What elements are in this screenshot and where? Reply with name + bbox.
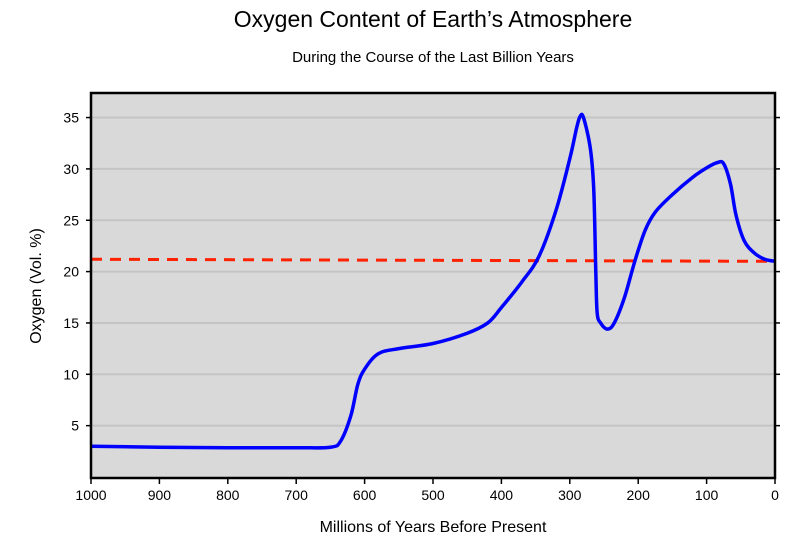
y-tick-label: 20 — [63, 264, 79, 280]
x-tick-label: 0 — [771, 487, 779, 503]
y-axis-label: Oxygen (Vol. %) — [28, 228, 45, 344]
x-tick-label: 800 — [216, 487, 240, 503]
plot-area — [91, 93, 775, 478]
y-tick-label: 10 — [63, 366, 79, 382]
x-tick-label: 100 — [695, 487, 719, 503]
x-tick-label: 200 — [627, 487, 651, 503]
chart-title: Oxygen Content of Earth’s Atmosphere — [234, 6, 632, 32]
x-tick-label: 400 — [490, 487, 514, 503]
y-tick-label: 30 — [63, 161, 79, 177]
x-tick-label: 700 — [285, 487, 309, 503]
y-tick-label: 5 — [71, 418, 79, 434]
x-axis-label: Millions of Years Before Present — [320, 519, 547, 536]
x-tick-label: 500 — [421, 487, 445, 503]
chart-subtitle: During the Course of the Last Billion Ye… — [292, 49, 574, 66]
x-tick-label: 900 — [148, 487, 172, 503]
x-tick-label: 600 — [353, 487, 377, 503]
oxygen-series-line — [90, 112, 776, 450]
present-level-line — [90, 257, 776, 263]
y-tick-label: 35 — [63, 110, 79, 126]
y-tick-label: 25 — [63, 212, 79, 228]
y-tick-label: 15 — [63, 315, 79, 331]
x-tick-label: 300 — [558, 487, 582, 503]
x-tick-label: 1000 — [75, 487, 106, 503]
